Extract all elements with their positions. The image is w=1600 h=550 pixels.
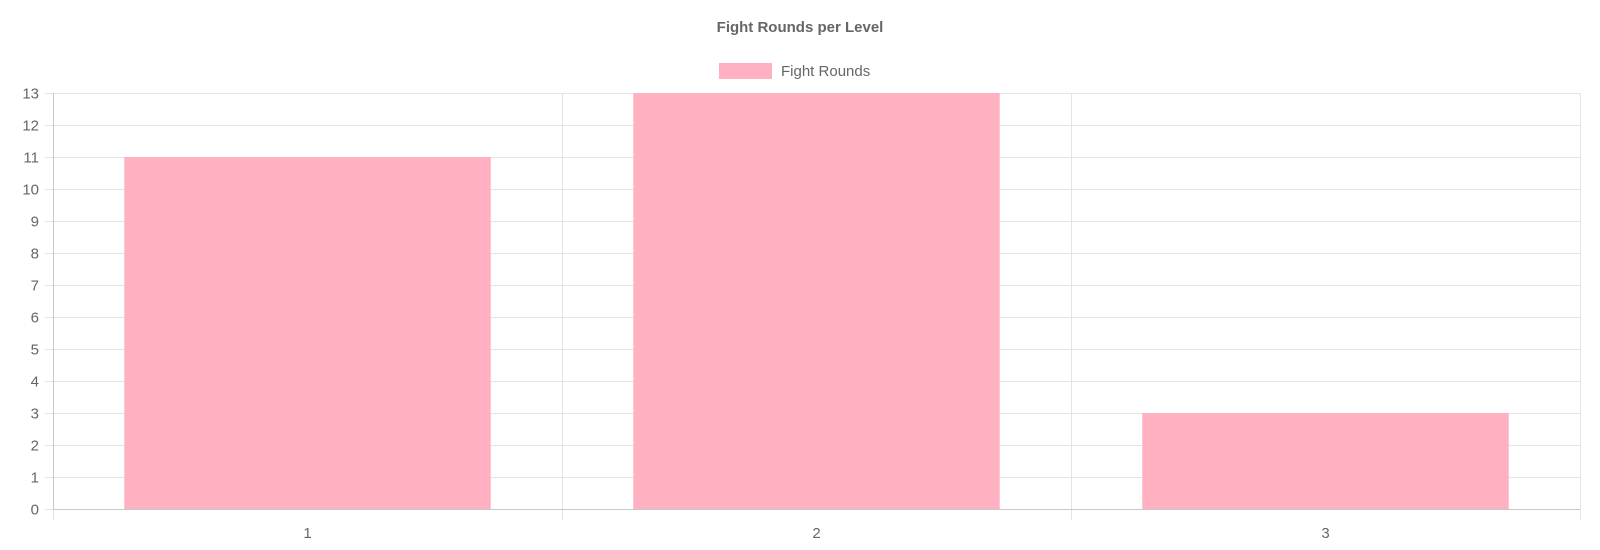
y-tick-label: 6 [31, 310, 39, 327]
y-tick-label: 13 [22, 86, 39, 103]
bars [124, 93, 1509, 509]
y-tick-label: 8 [31, 246, 39, 263]
x-tick-label: 3 [1321, 525, 1329, 542]
y-tick-label: 5 [31, 342, 39, 359]
y-tick-label: 11 [23, 150, 39, 167]
y-tick-label: 10 [22, 182, 39, 199]
x-axis-ticks: 1 2 3 [303, 525, 1329, 542]
legend: Fight Rounds [719, 63, 870, 80]
legend-swatch-fight-rounds [719, 63, 772, 79]
y-tick-label: 2 [31, 438, 39, 455]
x-tick-label: 2 [812, 525, 820, 542]
y-tick-label: 3 [31, 406, 39, 423]
axes [53, 93, 1580, 510]
y-tick-label: 9 [31, 214, 39, 231]
legend-label-fight-rounds: Fight Rounds [781, 63, 870, 80]
x-tick-label: 1 [303, 525, 311, 542]
bar-level-2[interactable] [633, 93, 1000, 509]
y-tick-label: 4 [31, 374, 39, 391]
y-tick-label: 0 [31, 502, 39, 519]
bar-level-3[interactable] [1142, 413, 1509, 509]
chart-title: Fight Rounds per Level [717, 19, 884, 36]
y-tick-label: 1 [31, 470, 39, 487]
y-tick-label: 12 [22, 118, 39, 135]
y-tick-label: 7 [31, 278, 39, 295]
bar-level-1[interactable] [124, 157, 491, 509]
